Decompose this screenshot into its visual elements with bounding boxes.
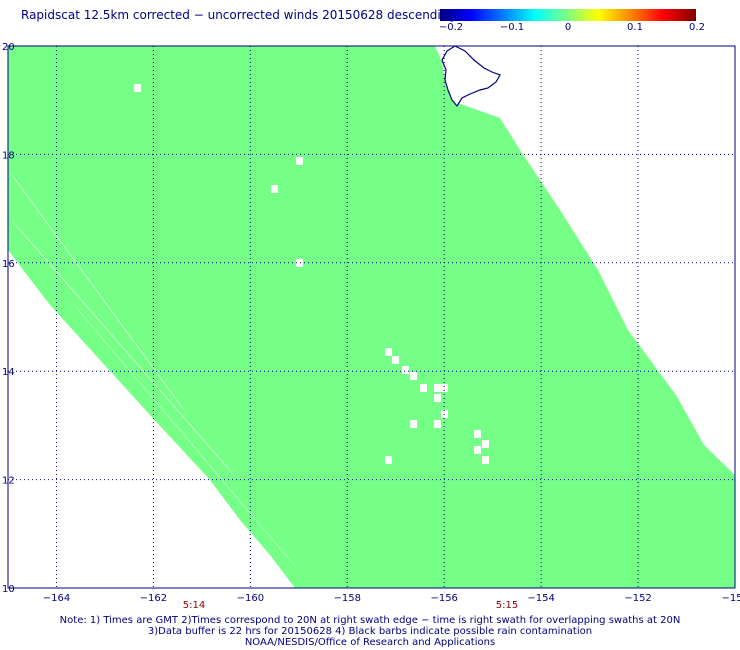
missing-data-cell <box>420 384 427 392</box>
longitude-label: −156 <box>430 593 457 604</box>
footnote-line: 3)Data buffer is 22 hrs for 20150628 4) … <box>147 626 593 637</box>
colorbar-tick: 0.2 <box>689 22 705 33</box>
missing-data-cell <box>434 420 441 428</box>
colorbar-tick: −0.1 <box>499 22 525 33</box>
colorbar-tick: −0.2 <box>438 22 464 33</box>
missing-data-cell <box>271 185 278 193</box>
missing-data-cell <box>296 157 303 165</box>
swath-polygon <box>8 46 735 588</box>
colorbar <box>440 9 696 21</box>
missing-data-cell <box>410 420 417 428</box>
longitude-label: −15 <box>721 593 740 604</box>
missing-data-cell <box>441 384 448 392</box>
missing-data-stripe <box>10 218 238 480</box>
longitude-label: −160 <box>237 593 264 604</box>
latitude-labels: 20 18 16 14 12 10 <box>2 42 15 595</box>
swath-time-label: 5:14 <box>182 600 206 611</box>
missing-data-cell <box>474 446 481 454</box>
missing-data-cell <box>434 394 441 402</box>
island-coastline <box>441 45 501 108</box>
swath-time-label: 5:15 <box>495 600 519 611</box>
missing-data-cell <box>296 259 303 267</box>
latitude-label: 12 <box>2 476 15 487</box>
missing-data-cell <box>482 440 489 448</box>
colorbar-tick: 0.1 <box>627 22 643 33</box>
missing-data-cell <box>410 372 417 380</box>
missing-data-stripe <box>70 300 298 570</box>
missing-data-cell <box>402 366 409 374</box>
data-gaps <box>8 84 489 570</box>
latitude-label: 18 <box>2 150 15 161</box>
latitude-label: 20 <box>2 42 15 53</box>
missing-data-cell <box>474 430 481 438</box>
longitude-label: −158 <box>334 593 361 604</box>
map-frame <box>7 45 736 589</box>
colorbar-tick: 0 <box>564 22 572 33</box>
latitude-label: 14 <box>2 367 15 378</box>
footnote-line: Note: 1) Times are GMT 2)Times correspon… <box>59 615 681 626</box>
missing-data-cell <box>134 84 141 92</box>
missing-data-cell <box>385 456 392 464</box>
footnote-line: NOAA/NESDIS/Office of Research and Appli… <box>244 637 496 648</box>
missing-data-stripe <box>8 170 188 415</box>
missing-data-cell <box>434 384 441 392</box>
longitude-label: −162 <box>140 593 167 604</box>
footnote: Note: 1) Times are GMT 2)Times correspon… <box>0 615 740 648</box>
missing-data-cell <box>482 456 489 464</box>
missing-data-stripe <box>40 255 258 525</box>
latitude-label: 10 <box>2 584 15 595</box>
swath-area <box>8 46 735 588</box>
missing-data-cell <box>385 348 392 356</box>
map-title: Rapidscat 12.5km corrected − uncorrected… <box>21 8 456 22</box>
longitude-label: −164 <box>43 593 70 604</box>
latitude-label: 16 <box>2 259 15 270</box>
longitude-label: −152 <box>624 593 651 604</box>
longitude-label: −154 <box>527 593 554 604</box>
missing-data-cell <box>392 356 399 364</box>
longitude-labels: −164 −162 −160 −158 −156 −154 −152 −15 <box>43 593 740 604</box>
